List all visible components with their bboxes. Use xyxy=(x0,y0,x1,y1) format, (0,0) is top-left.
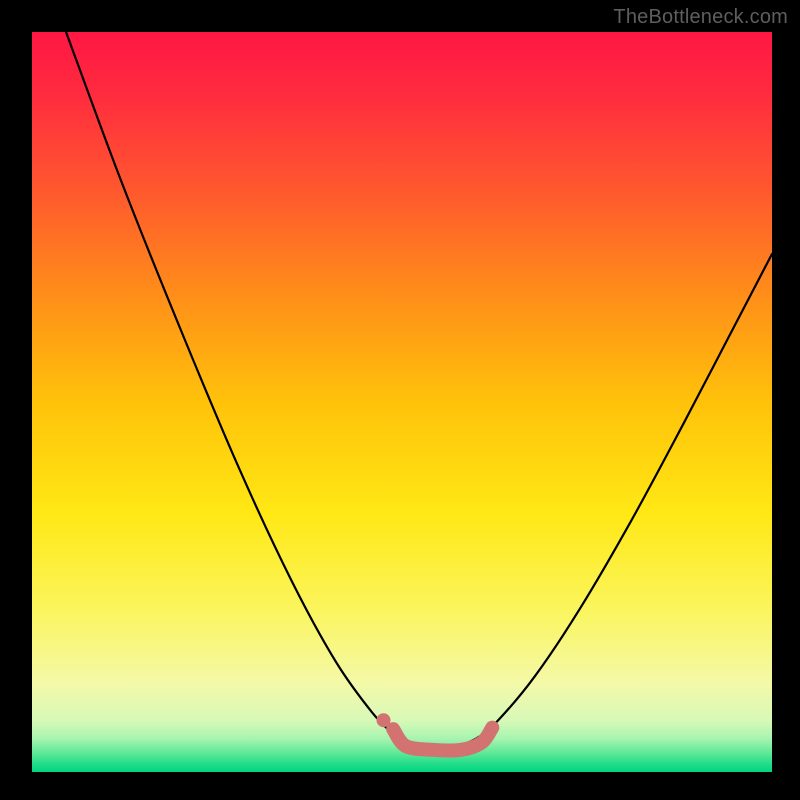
watermark-text: TheBottleneck.com xyxy=(613,6,788,29)
chart-gradient xyxy=(32,32,772,772)
chart-gradient-area xyxy=(32,32,772,772)
chart-frame xyxy=(0,0,800,800)
